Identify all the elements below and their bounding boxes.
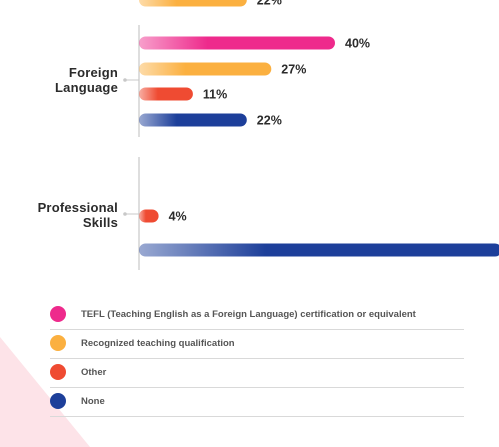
bar-0-0 [139, 36, 335, 50]
category-label-line: Foreign [68, 65, 118, 80]
legend-label: None [81, 396, 105, 407]
bar-1-1 [139, 0, 247, 7]
category-label-1: Professional Skills [0, 200, 118, 230]
bar-0-2 [139, 87, 193, 101]
category-label-line: Skills [82, 215, 118, 230]
legend-item: TEFL (Teaching English as a Foreign Lang… [50, 301, 464, 330]
category-label-line: Professional [37, 200, 118, 215]
bar-value-label-1-1: 22% [257, 0, 282, 8]
bar-0-3 [139, 113, 247, 127]
legend-label: Recognized teaching qualification [81, 338, 235, 349]
legend-item: None [50, 388, 464, 417]
category-label-0: Foreign Language [0, 65, 118, 95]
bar-0-1 [139, 62, 272, 76]
bar-chart: 40%27%11%22%22%4%74% [123, 0, 499, 270]
legend-swatch [50, 364, 66, 380]
group-tick-dot-0 [123, 78, 127, 82]
bar-1-2 [139, 209, 159, 223]
bar-value-label-0-1: 27% [281, 63, 306, 77]
corner-decoration [0, 337, 90, 447]
bar-value-label-1-2: 4% [169, 210, 187, 224]
legend: TEFL (Teaching English as a Foreign Lang… [50, 301, 464, 417]
bar-value-label-0-2: 11% [203, 88, 227, 102]
legend-label: Other [81, 367, 107, 378]
legend-swatch [50, 393, 66, 409]
legend-item: Recognized teaching qualification [50, 330, 464, 359]
bar-value-label-0-0: 40% [345, 37, 370, 51]
group-tick-dot-1 [123, 212, 127, 216]
bar-value-label-0-3: 22% [257, 114, 282, 128]
legend-swatch [50, 335, 66, 351]
legend-label: TEFL (Teaching English as a Foreign Lang… [81, 309, 416, 320]
bar-1-3 [139, 243, 499, 257]
category-label-line: Language [55, 80, 118, 95]
legend-swatch [50, 306, 66, 322]
legend-item: Other [50, 359, 464, 388]
